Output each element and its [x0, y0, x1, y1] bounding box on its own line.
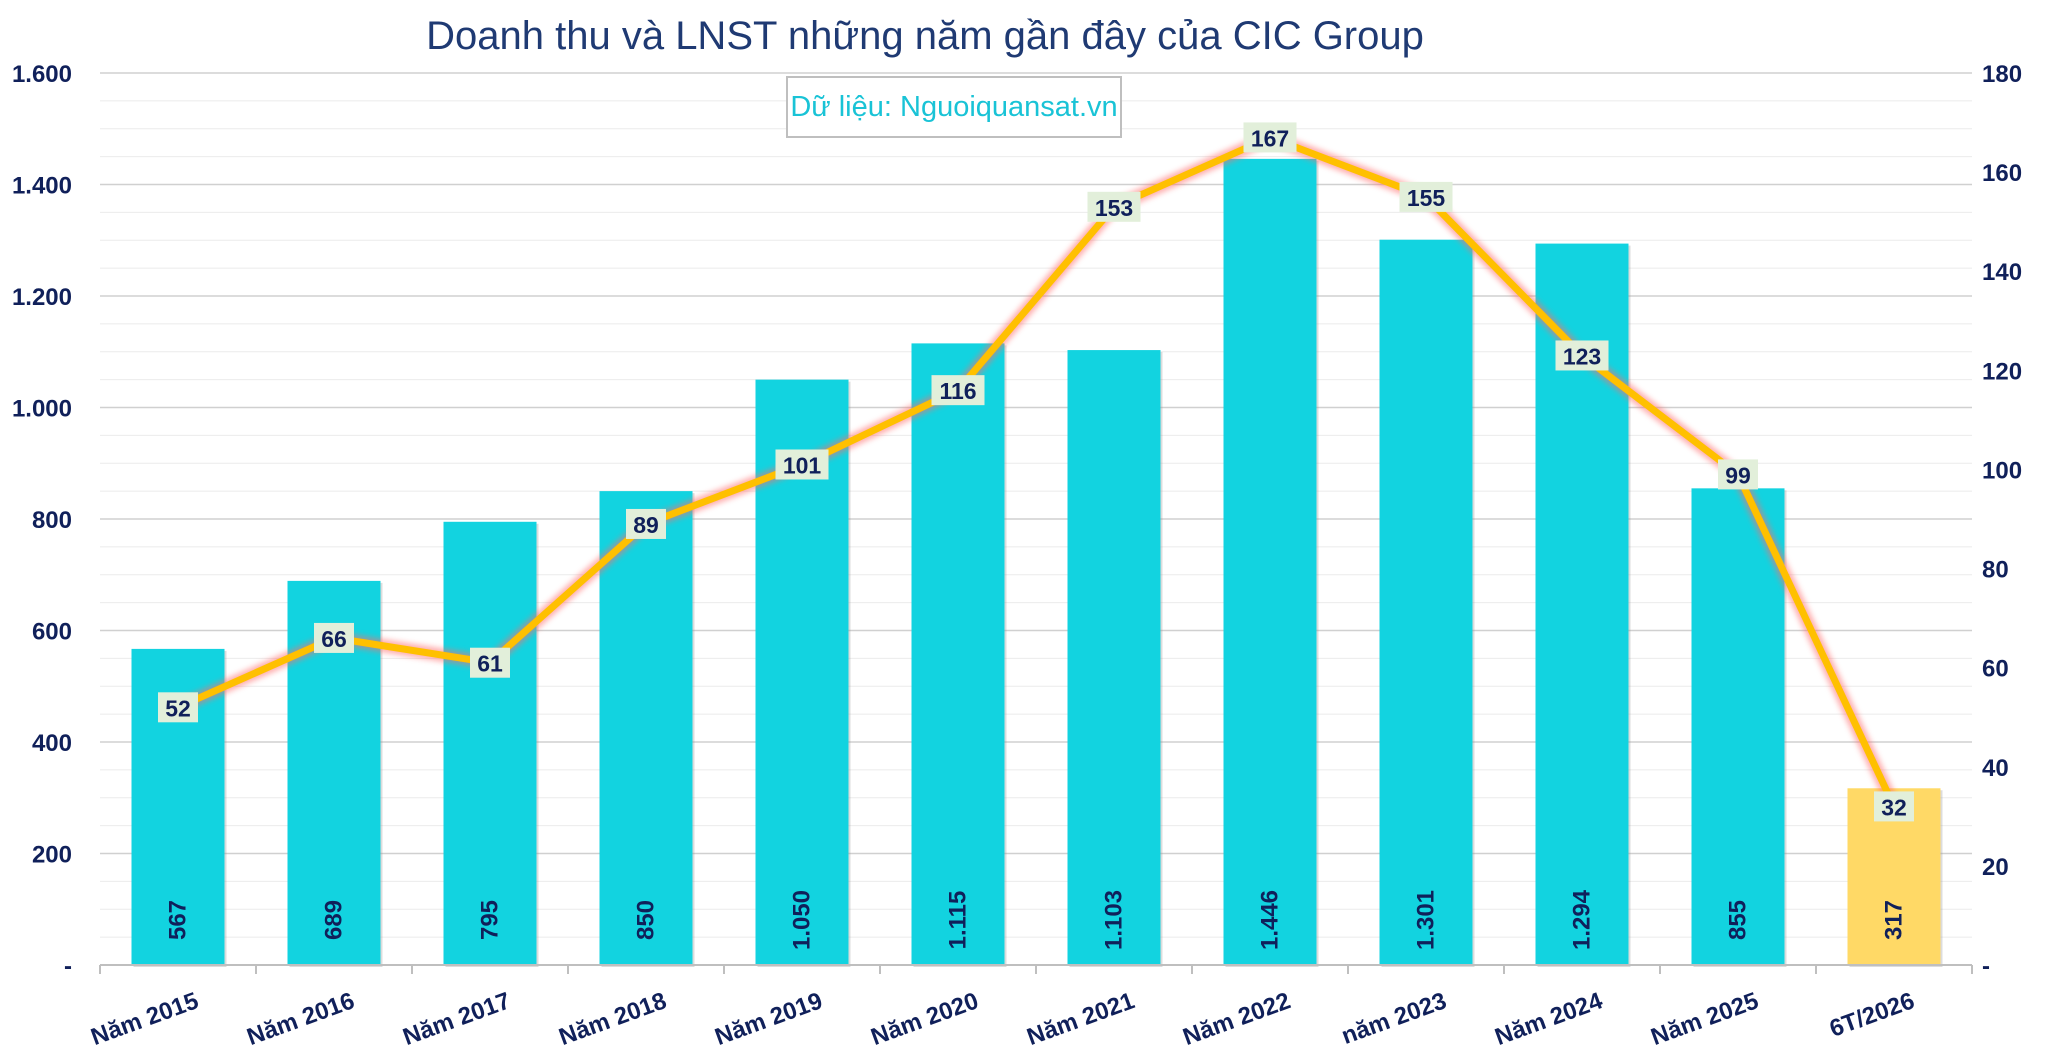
line-value-label-bg	[1399, 181, 1453, 212]
bar-value-label: 317	[1881, 900, 1908, 940]
bar	[443, 521, 537, 965]
bar	[1379, 239, 1473, 965]
left-axis-tick-label: 1.200	[12, 284, 72, 311]
bar-value-label: 1.050	[789, 890, 816, 950]
bar-value-label: 1.446	[1257, 890, 1284, 950]
bar-layer: 567 689 795 850 1.050 1.115 1.103 1.446 1.301 1.2…	[131, 158, 1943, 968]
line-value-label: 167	[1251, 125, 1289, 151]
left-axis-tick-label: 600	[32, 619, 72, 646]
x-axis-category-label: Năm 2015	[87, 987, 202, 1051]
line-value-label: 61	[477, 651, 503, 677]
right-axis-tick-label: 180	[1982, 61, 2022, 88]
left-axis-tick-label: 200	[32, 842, 72, 869]
line-value-label-bg	[158, 692, 198, 723]
line-value-label: 32	[1881, 794, 1907, 820]
bar	[1691, 488, 1785, 965]
line-value-label: 99	[1725, 462, 1751, 488]
bar-value-label: 567	[165, 900, 192, 940]
right-axis-tick-label: -	[1982, 953, 1990, 980]
line-value-label-bg	[1718, 459, 1758, 490]
line-value-label: 116	[939, 378, 976, 404]
line-value-label-bg	[626, 508, 666, 539]
line-value-label-bg	[1555, 340, 1609, 371]
bar-value-label: 850	[633, 900, 660, 940]
bar-value-label: 795	[477, 900, 504, 940]
bar	[1067, 350, 1161, 965]
x-axis-category-label: Năm 2024	[1491, 987, 1606, 1051]
line-value-label-bg	[1087, 191, 1141, 222]
right-axis-tick-label: 140	[1982, 259, 2022, 286]
line-value-label: 66	[321, 626, 347, 652]
left-axis-tick-label: 1.400	[12, 173, 72, 200]
bar	[1223, 158, 1317, 966]
bar-value-label: 855	[1725, 900, 1752, 940]
left-axis-tick-label: -	[64, 953, 72, 980]
line-value-label: 101	[783, 452, 822, 478]
right-axis-tick-label: 120	[1982, 358, 2022, 385]
bar-value-label: 1.115	[945, 891, 972, 950]
line-value-label: 52	[165, 695, 191, 721]
chart-title: Doanh thu và LNST những năm gần đây của …	[426, 14, 1424, 58]
x-axis-category-label: Năm 2025	[1647, 987, 1762, 1051]
left-axis-tick-label: 1.600	[12, 61, 72, 88]
bar-value-label: 1.103	[1101, 890, 1128, 950]
x-axis-category-label: Năm 2017	[399, 987, 514, 1051]
left-axis-tick-label: 800	[32, 507, 72, 534]
line-value-label: 155	[1407, 185, 1446, 211]
line-series	[176, 133, 1898, 808]
right-axis-tick-label: 100	[1982, 457, 2022, 484]
right-axis-tick-label: 40	[1982, 755, 2009, 782]
line-value-label-bg	[931, 375, 985, 406]
bar-value-label: 689	[321, 900, 348, 940]
line-value-label: 89	[633, 512, 659, 538]
bar-value-label: 1.301	[1413, 890, 1440, 950]
bar	[599, 491, 693, 965]
line-value-label: 123	[1563, 343, 1601, 369]
line-series-glow	[175, 130, 1900, 810]
x-axis-category-label: Năm 2021	[1023, 987, 1138, 1051]
label-layer: 52 66 61 89 101 116 153 167 155 123 99 32	[158, 122, 1914, 822]
right-axis-tick-label: 60	[1982, 656, 2009, 683]
line-value-label: 153	[1095, 195, 1133, 221]
line-layer	[175, 130, 1900, 810]
x-axis-category-label: Năm 2022	[1179, 987, 1294, 1051]
right-axis-tick-label: 80	[1982, 557, 2009, 584]
line-value-label-bg	[314, 622, 354, 653]
x-axis-category-label: Năm 2016	[243, 987, 358, 1051]
left-axis-tick-label: 400	[32, 730, 72, 757]
x-axis-category-label: 6T/2026	[1826, 987, 1918, 1042]
line-value-label-bg	[470, 647, 510, 678]
right-axis-tick-label: 20	[1982, 854, 2009, 881]
bar-value-label: 1.294	[1569, 889, 1596, 950]
line-value-label-bg	[1874, 791, 1914, 822]
x-axis-category-label: Năm 2020	[867, 987, 982, 1051]
x-axis-category-label: Năm 2018	[555, 987, 670, 1051]
x-axis-category-label: năm 2023	[1338, 987, 1450, 1050]
right-axis-tick-label: 160	[1982, 160, 2022, 187]
bar	[911, 343, 1005, 965]
line-value-label-bg	[1243, 122, 1297, 153]
x-axis-category-label: Năm 2019	[711, 987, 826, 1051]
left-axis-tick-label: 1.000	[12, 396, 72, 423]
line-value-label-bg	[775, 449, 829, 480]
source-note: Dữ liệu: Nguoiquansat.vn	[786, 76, 1122, 138]
